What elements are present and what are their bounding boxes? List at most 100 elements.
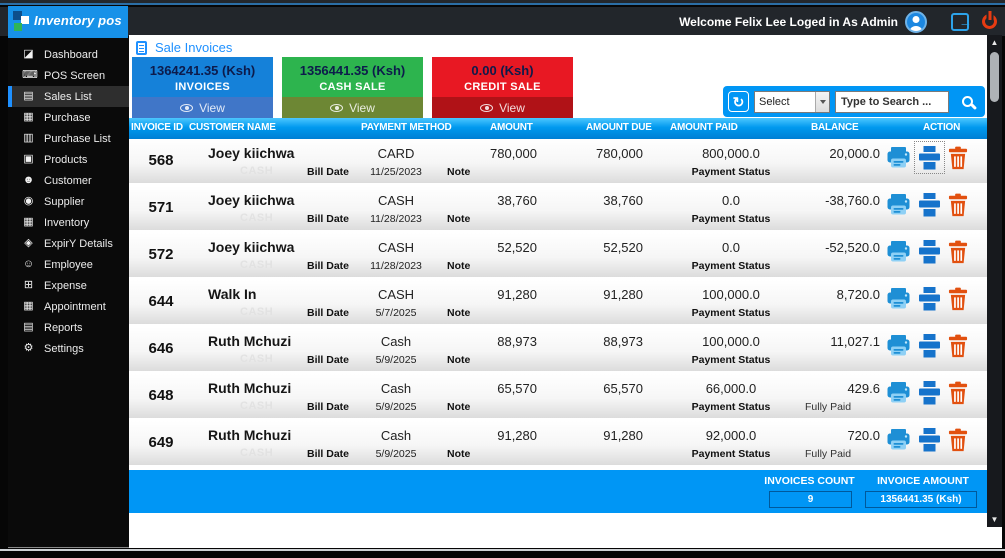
- credit-sale-card-label: CREDIT SALE: [464, 81, 541, 93]
- bill-date-label: Bill Date: [307, 354, 350, 366]
- customer-sub-label: CASH: [240, 447, 274, 459]
- amount-value: 780,000: [490, 146, 537, 161]
- logout-icon[interactable]: [951, 12, 969, 31]
- scroll-up-icon[interactable]: ▲: [990, 38, 999, 47]
- sidebar-item-reports[interactable]: ▤ Reports: [8, 317, 129, 338]
- print-alt-icon[interactable]: [918, 427, 941, 452]
- search-field-select[interactable]: Select: [754, 90, 830, 113]
- search-icon: [961, 96, 973, 107]
- search-button[interactable]: [954, 90, 980, 114]
- print-icon[interactable]: [886, 193, 911, 216]
- sidebar-item-expense[interactable]: ⊞ Expense: [8, 275, 129, 296]
- bill-date-label: Bill Date: [307, 260, 350, 272]
- print-icon[interactable]: [886, 334, 911, 357]
- brand-name: Inventory pos: [34, 13, 122, 28]
- cash-sale-view-button[interactable]: View: [282, 97, 423, 118]
- invoices-view-button[interactable]: View: [132, 97, 273, 118]
- print-icon[interactable]: [886, 381, 911, 404]
- col-customer-name: CUSTOMER NAME: [189, 122, 276, 133]
- sidebar-item-products[interactable]: ▣ Products: [8, 149, 129, 170]
- col-balance: BALANCE: [811, 122, 859, 133]
- payment-status-label: Payment Status: [691, 260, 771, 272]
- bill-date-value: 5/9/2025: [375, 448, 417, 460]
- invoice-document-icon: [136, 40, 147, 55]
- sidebar-item-pos-screen[interactable]: ⌨ POS Screen: [8, 65, 129, 86]
- print-alt-icon[interactable]: [918, 333, 941, 358]
- balance-value: -38,760.0: [825, 193, 880, 208]
- sidebar-item-purchase-list[interactable]: ▥ Purchase List: [8, 128, 129, 149]
- amount-paid-value: 66,000.0: [705, 381, 757, 396]
- print-icon[interactable]: [886, 428, 911, 451]
- delete-icon[interactable]: [948, 193, 968, 217]
- sidebar-item-label: Appointment: [44, 300, 106, 313]
- print-alt-icon[interactable]: [918, 380, 941, 405]
- balance-value: 11,027.1: [830, 334, 880, 349]
- row-actions: [886, 141, 968, 174]
- sidebar-item-customer[interactable]: ☻ Customer: [8, 170, 129, 191]
- invoice-id: 648: [148, 387, 174, 404]
- sidebar-item-expiry-details[interactable]: ◈ ExpirY Details: [8, 233, 129, 254]
- amount-paid-value: 92,000.0: [705, 428, 757, 443]
- print-alt-icon[interactable]: [914, 141, 945, 174]
- delete-icon[interactable]: [948, 334, 968, 358]
- inventory-icon: ▦: [23, 216, 34, 228]
- scroll-down-icon[interactable]: ▼: [990, 515, 999, 524]
- amount-paid-value: 100,000.0: [702, 287, 760, 302]
- amount-paid-value: 0.0: [721, 193, 741, 208]
- payment-method: Cash: [380, 428, 412, 443]
- sidebar-item-dashboard[interactable]: ◪ Dashboard: [8, 44, 129, 65]
- table-footer: INVOICES COUNT 9 INVOICE AMOUNT 1356441.…: [129, 470, 987, 513]
- vertical-scrollbar[interactable]: ▲ ▼: [987, 35, 1002, 527]
- payment-status-value: Fully Paid: [805, 448, 852, 460]
- payment-status-label: Payment Status: [691, 448, 771, 460]
- payment-status-value: Fully Paid: [805, 401, 852, 413]
- sidebar-item-inventory[interactable]: ▦ Inventory: [8, 212, 129, 233]
- row-actions: [886, 239, 968, 264]
- balance-value: 429.6: [847, 381, 880, 396]
- print-icon[interactable]: [886, 146, 911, 169]
- row-actions: [886, 192, 968, 217]
- print-icon[interactable]: [886, 240, 911, 263]
- credit-sale-view-button[interactable]: View: [432, 97, 573, 118]
- delete-icon[interactable]: [948, 240, 968, 264]
- search-input[interactable]: [835, 90, 949, 113]
- delete-icon[interactable]: [948, 287, 968, 311]
- sidebar-item-purchase[interactable]: ▦ Purchase: [8, 107, 129, 128]
- amount-paid-value: 0.0: [721, 240, 741, 255]
- scrollbar-thumb[interactable]: [990, 52, 999, 102]
- delete-icon[interactable]: [948, 428, 968, 452]
- payment-method: Cash: [380, 334, 412, 349]
- invoices-count-label: INVOICES COUNT: [764, 475, 855, 487]
- sidebar-item-settings[interactable]: ⚙ Settings: [8, 338, 129, 359]
- delete-icon[interactable]: [948, 381, 968, 405]
- sidebar-item-supplier[interactable]: ◉ Supplier: [8, 191, 129, 212]
- customer-name: Joey kiichwa: [208, 239, 295, 255]
- amount-value: 65,570: [497, 381, 537, 396]
- sidebar-item-sales-list[interactable]: ▤ Sales List: [8, 86, 129, 107]
- customer-sub-label: CASH: [240, 353, 274, 365]
- print-alt-icon[interactable]: [918, 239, 941, 264]
- print-icon[interactable]: [886, 287, 911, 310]
- sidebar-item-employee[interactable]: ☺ Employee: [8, 254, 129, 275]
- refresh-icon[interactable]: ↻: [728, 91, 749, 112]
- customer-name: Ruth Mchuzi: [208, 380, 292, 396]
- summary-cards: 1364241.35 (Ksh) INVOICES View 1356441.3…: [132, 57, 573, 118]
- amount-due-value: 52,520: [603, 240, 643, 255]
- customer-name: Joey kiichwa: [208, 192, 295, 208]
- bill-date-value: 5/7/2025: [375, 307, 417, 319]
- print-alt-icon[interactable]: [918, 192, 941, 217]
- sidebar-item-appointment[interactable]: ▦ Appointment: [8, 296, 129, 317]
- eye-icon: [330, 103, 344, 112]
- sidebar-item-label: Reports: [44, 321, 83, 334]
- background-window-edge: [0, 0, 1005, 5]
- payment-method: CASH: [377, 240, 415, 255]
- invoices-count-value: 9: [769, 491, 852, 508]
- supplier-icon: ◉: [23, 195, 34, 207]
- user-avatar-icon[interactable]: [905, 10, 927, 33]
- delete-icon[interactable]: [948, 146, 968, 170]
- print-alt-icon[interactable]: [918, 286, 941, 311]
- customer-sub-label: CASH: [240, 306, 274, 318]
- power-icon[interactable]: [982, 14, 997, 29]
- payment-method: CASH: [377, 193, 415, 208]
